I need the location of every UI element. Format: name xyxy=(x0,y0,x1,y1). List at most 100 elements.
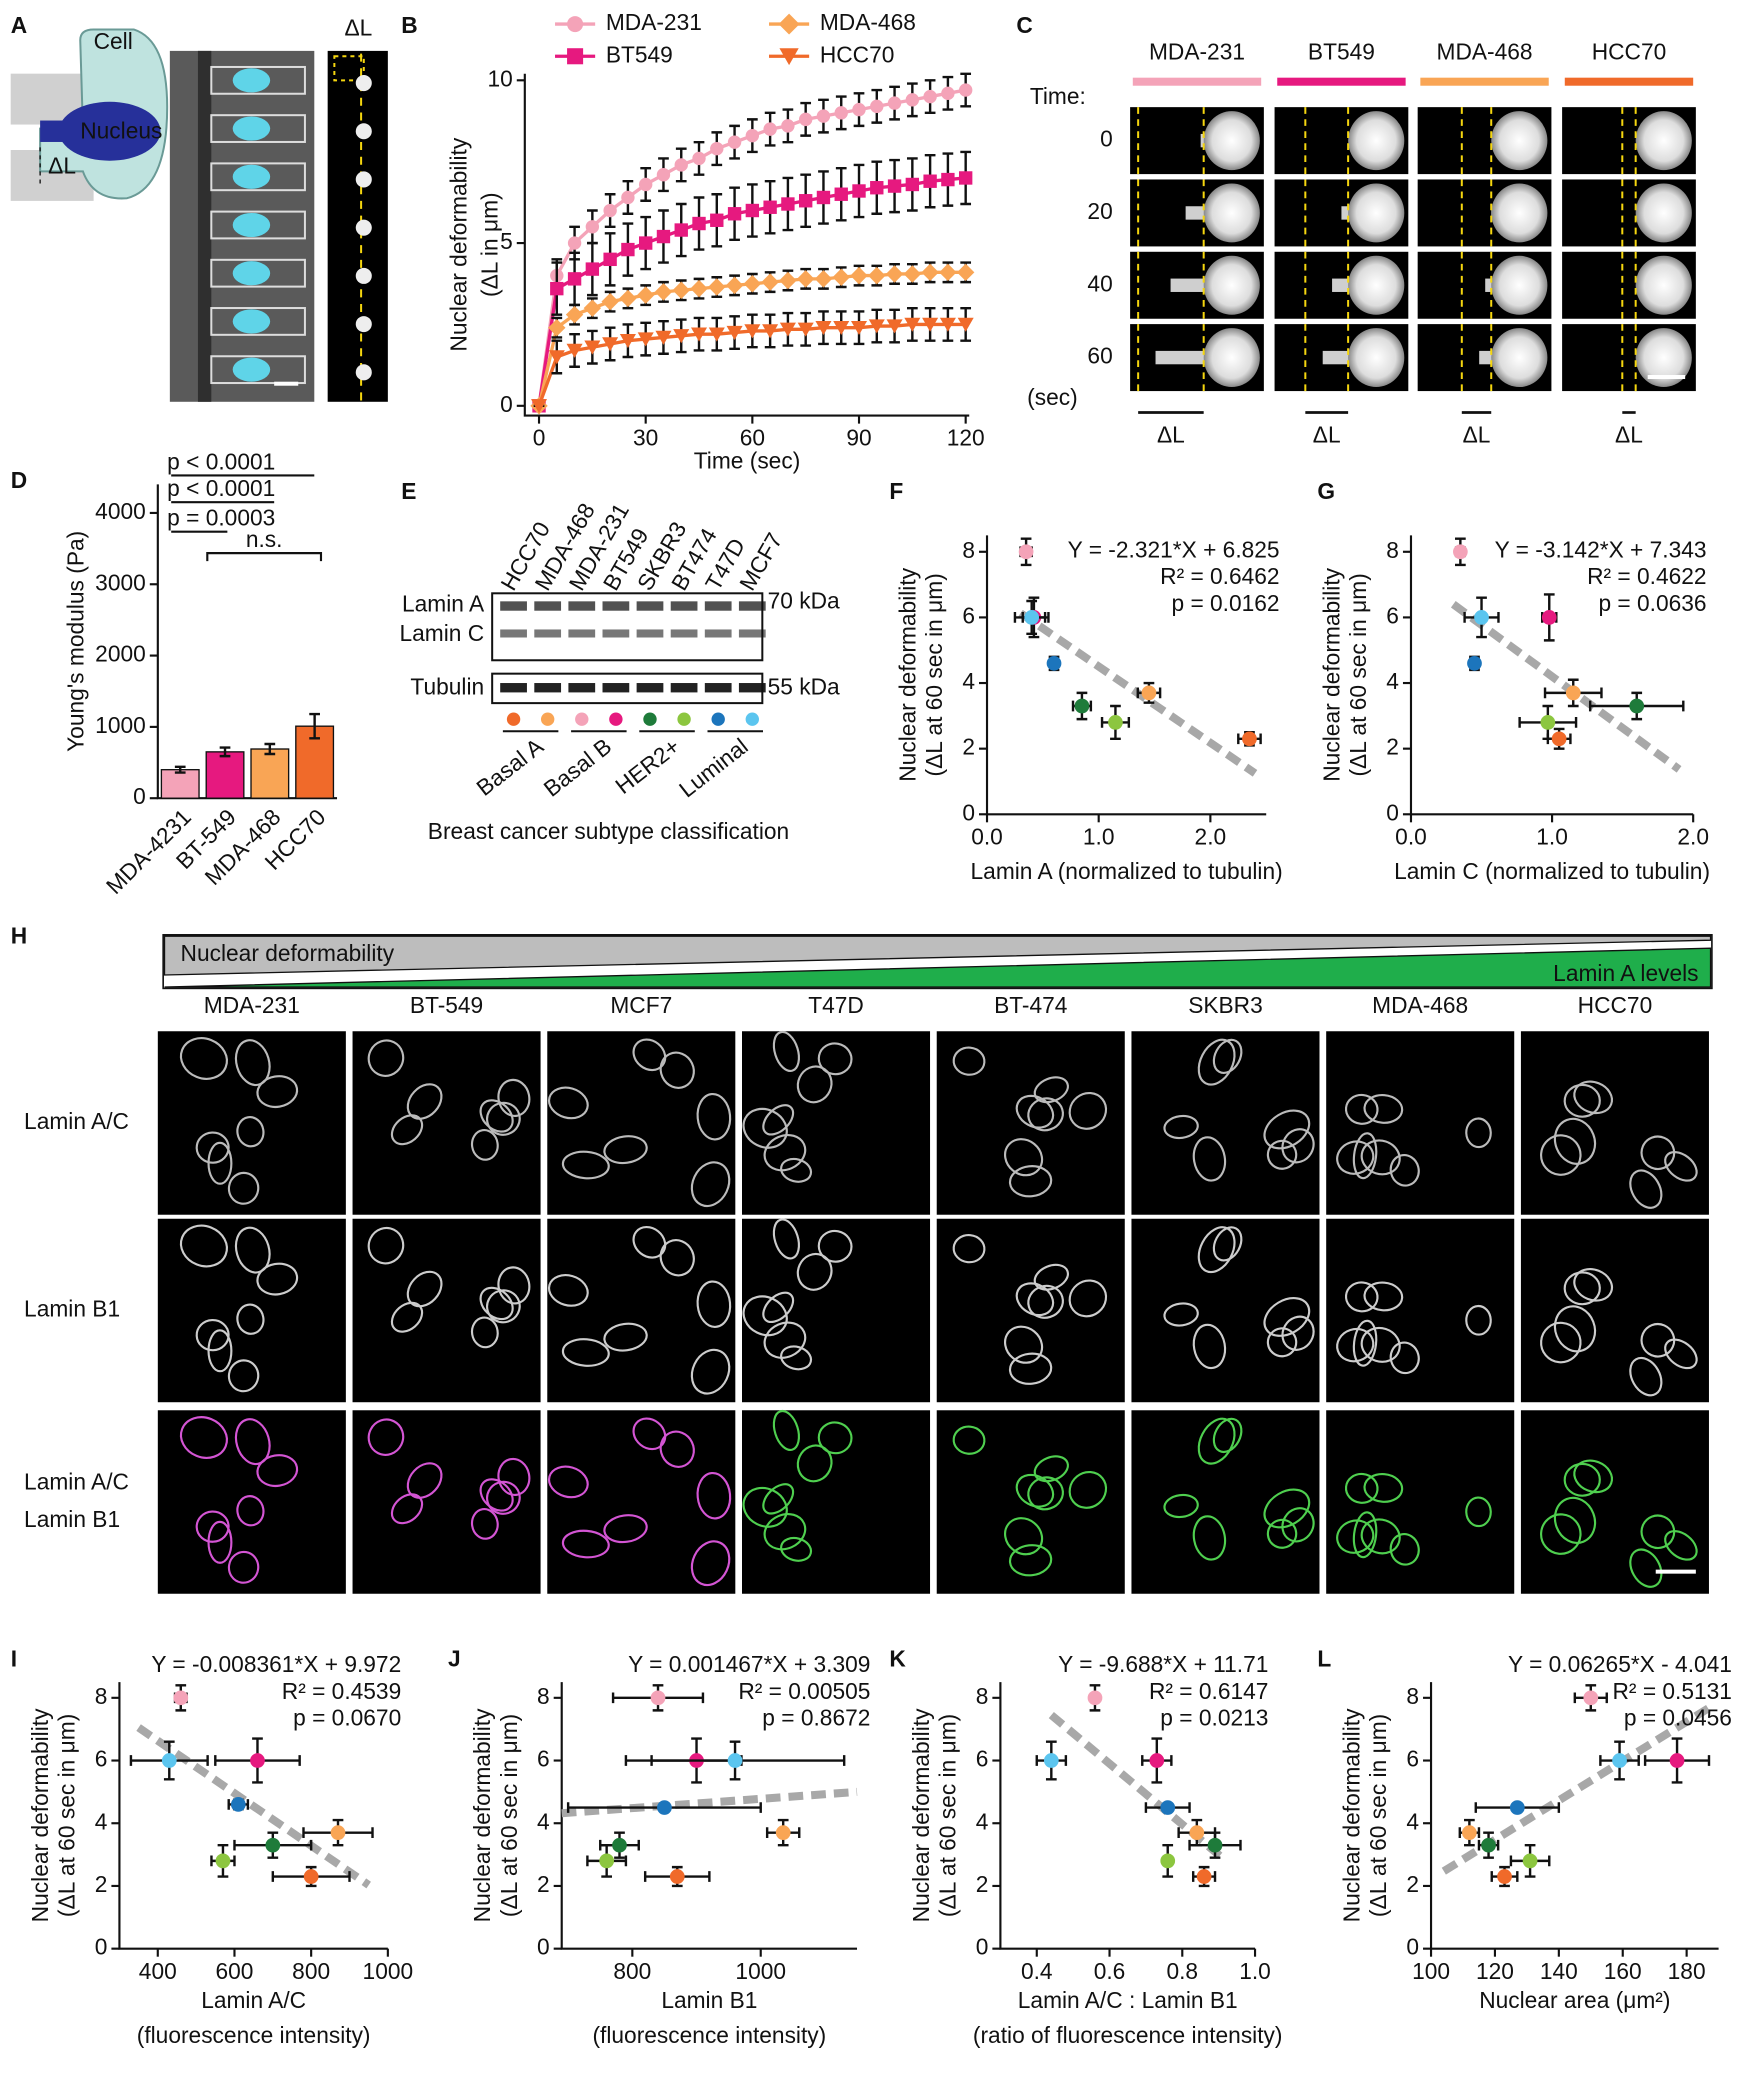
marker xyxy=(870,99,884,114)
nucleus-outline xyxy=(1573,1268,1614,1302)
y-tick-label: 2 xyxy=(1386,734,1399,760)
y-tick-label: 2000 xyxy=(95,641,146,667)
nucleus-outline xyxy=(1281,1315,1315,1351)
marker xyxy=(674,158,688,172)
nucleus-outline xyxy=(952,1233,986,1264)
micrograph-tile xyxy=(352,1218,541,1403)
nucleus-body xyxy=(1491,183,1548,243)
data-point xyxy=(1453,544,1468,560)
data-point xyxy=(230,1797,246,1812)
significance-line xyxy=(206,552,323,562)
marker xyxy=(603,203,617,218)
y-tick-label: 2 xyxy=(1406,1871,1419,1897)
x-tick-label: 60 xyxy=(740,425,765,451)
y-tick-label: 6 xyxy=(976,1746,989,1772)
nucleus-outline xyxy=(234,1226,271,1274)
nucleus-shape xyxy=(58,101,161,161)
y-tick-label: 6 xyxy=(1386,602,1399,628)
x-tick-label: 160 xyxy=(1604,1958,1642,1984)
nucleus-outline xyxy=(479,1478,514,1512)
y-tick-label: 8 xyxy=(962,537,975,563)
marker xyxy=(567,48,584,65)
nucleus-outline xyxy=(1263,1297,1311,1337)
marker xyxy=(585,262,600,276)
nucleus-outline xyxy=(1465,1117,1492,1149)
marker xyxy=(850,320,868,336)
lane-dot xyxy=(711,712,725,726)
y-axis-label: Nuclear deformability xyxy=(1318,567,1344,781)
nucleus-tail xyxy=(40,120,81,142)
gradient-gray xyxy=(163,935,1712,976)
data-point xyxy=(1141,685,1157,701)
legend-label: HCC70 xyxy=(820,41,895,67)
panel-letter: L xyxy=(1317,1646,1331,1672)
marker xyxy=(816,109,831,123)
nucleus-outline xyxy=(1540,1321,1582,1364)
y-tick-label: 0 xyxy=(537,1934,550,1960)
marker xyxy=(655,330,672,345)
row-label: Lamin B1 xyxy=(24,1295,120,1321)
marker xyxy=(921,263,939,282)
channel-outline xyxy=(210,210,306,240)
marker xyxy=(905,177,920,192)
nucleus-outline xyxy=(1212,1038,1243,1074)
nucleus-outline xyxy=(632,1038,667,1072)
data-point xyxy=(669,1869,685,1884)
micrograph-tile xyxy=(547,1410,736,1594)
axis-line xyxy=(523,73,970,417)
nucleus-outline xyxy=(1352,1511,1378,1559)
cell-fluorescence xyxy=(232,357,271,382)
nucleus-outline xyxy=(547,1086,589,1120)
nucleus-outline xyxy=(227,1171,260,1205)
x-tick-label: 800 xyxy=(292,1958,330,1984)
marker xyxy=(904,317,921,332)
micrograph-tile xyxy=(1131,1218,1320,1403)
x-tick-label: 180 xyxy=(1668,1958,1706,1984)
error-bar xyxy=(219,746,231,758)
x-axis-label: (fluorescence intensity) xyxy=(592,2022,826,2048)
fit-annotation: Y = 0.06265*X - 4.041 xyxy=(1508,1651,1732,1677)
nucleus-outline xyxy=(1360,1139,1401,1176)
nucleus-outline xyxy=(1163,1493,1199,1519)
marker xyxy=(779,48,799,66)
band-label: Tubulin xyxy=(410,673,484,699)
x-axis-label: Lamin B1 xyxy=(661,1987,757,2013)
fit-annotation: Y = 0.001467*X + 3.309 xyxy=(628,1651,870,1677)
blot-frame xyxy=(491,672,764,705)
nucleus-outline xyxy=(763,1513,807,1551)
data-point xyxy=(1462,1825,1477,1841)
y-tick-label: 8 xyxy=(95,1683,108,1709)
marker xyxy=(548,350,565,365)
delta-label: ΔL xyxy=(48,152,76,178)
nucleus-body xyxy=(1491,111,1548,171)
marker xyxy=(708,278,726,296)
marker xyxy=(923,174,937,188)
x-tick-label: 1.0 xyxy=(1536,823,1568,849)
marker xyxy=(903,265,922,283)
micrograph-tile xyxy=(352,1410,541,1594)
fit-annotation: p = 0.0162 xyxy=(1171,590,1279,616)
y-tick-label: 4 xyxy=(1386,668,1399,694)
cell-fluorescence xyxy=(232,261,271,286)
data-point xyxy=(303,1869,319,1884)
micrograph-tile xyxy=(1520,1218,1709,1403)
data-point xyxy=(173,1690,189,1706)
nucleus-outline xyxy=(1015,1473,1055,1508)
marker xyxy=(601,292,619,311)
nucleus-outline xyxy=(1352,1319,1378,1367)
nucleus-outline xyxy=(195,1510,230,1543)
x-tick-label: 1000 xyxy=(735,1958,786,1984)
nucleus-outline xyxy=(690,1348,731,1395)
y-tick-label: 0 xyxy=(95,1934,108,1960)
nucleus-outline xyxy=(1573,1080,1614,1115)
panel-letter: F xyxy=(889,478,903,504)
nucleus-outline xyxy=(479,1286,514,1321)
marker xyxy=(690,279,708,298)
nucleus-outline xyxy=(1008,1352,1053,1385)
band-lamin-a xyxy=(670,601,698,611)
marker xyxy=(690,327,708,342)
blot-caption: Breast cancer subtype classification xyxy=(428,818,789,844)
marker xyxy=(692,216,706,231)
marker xyxy=(761,273,779,291)
nucleus-outline xyxy=(1212,1417,1243,1454)
